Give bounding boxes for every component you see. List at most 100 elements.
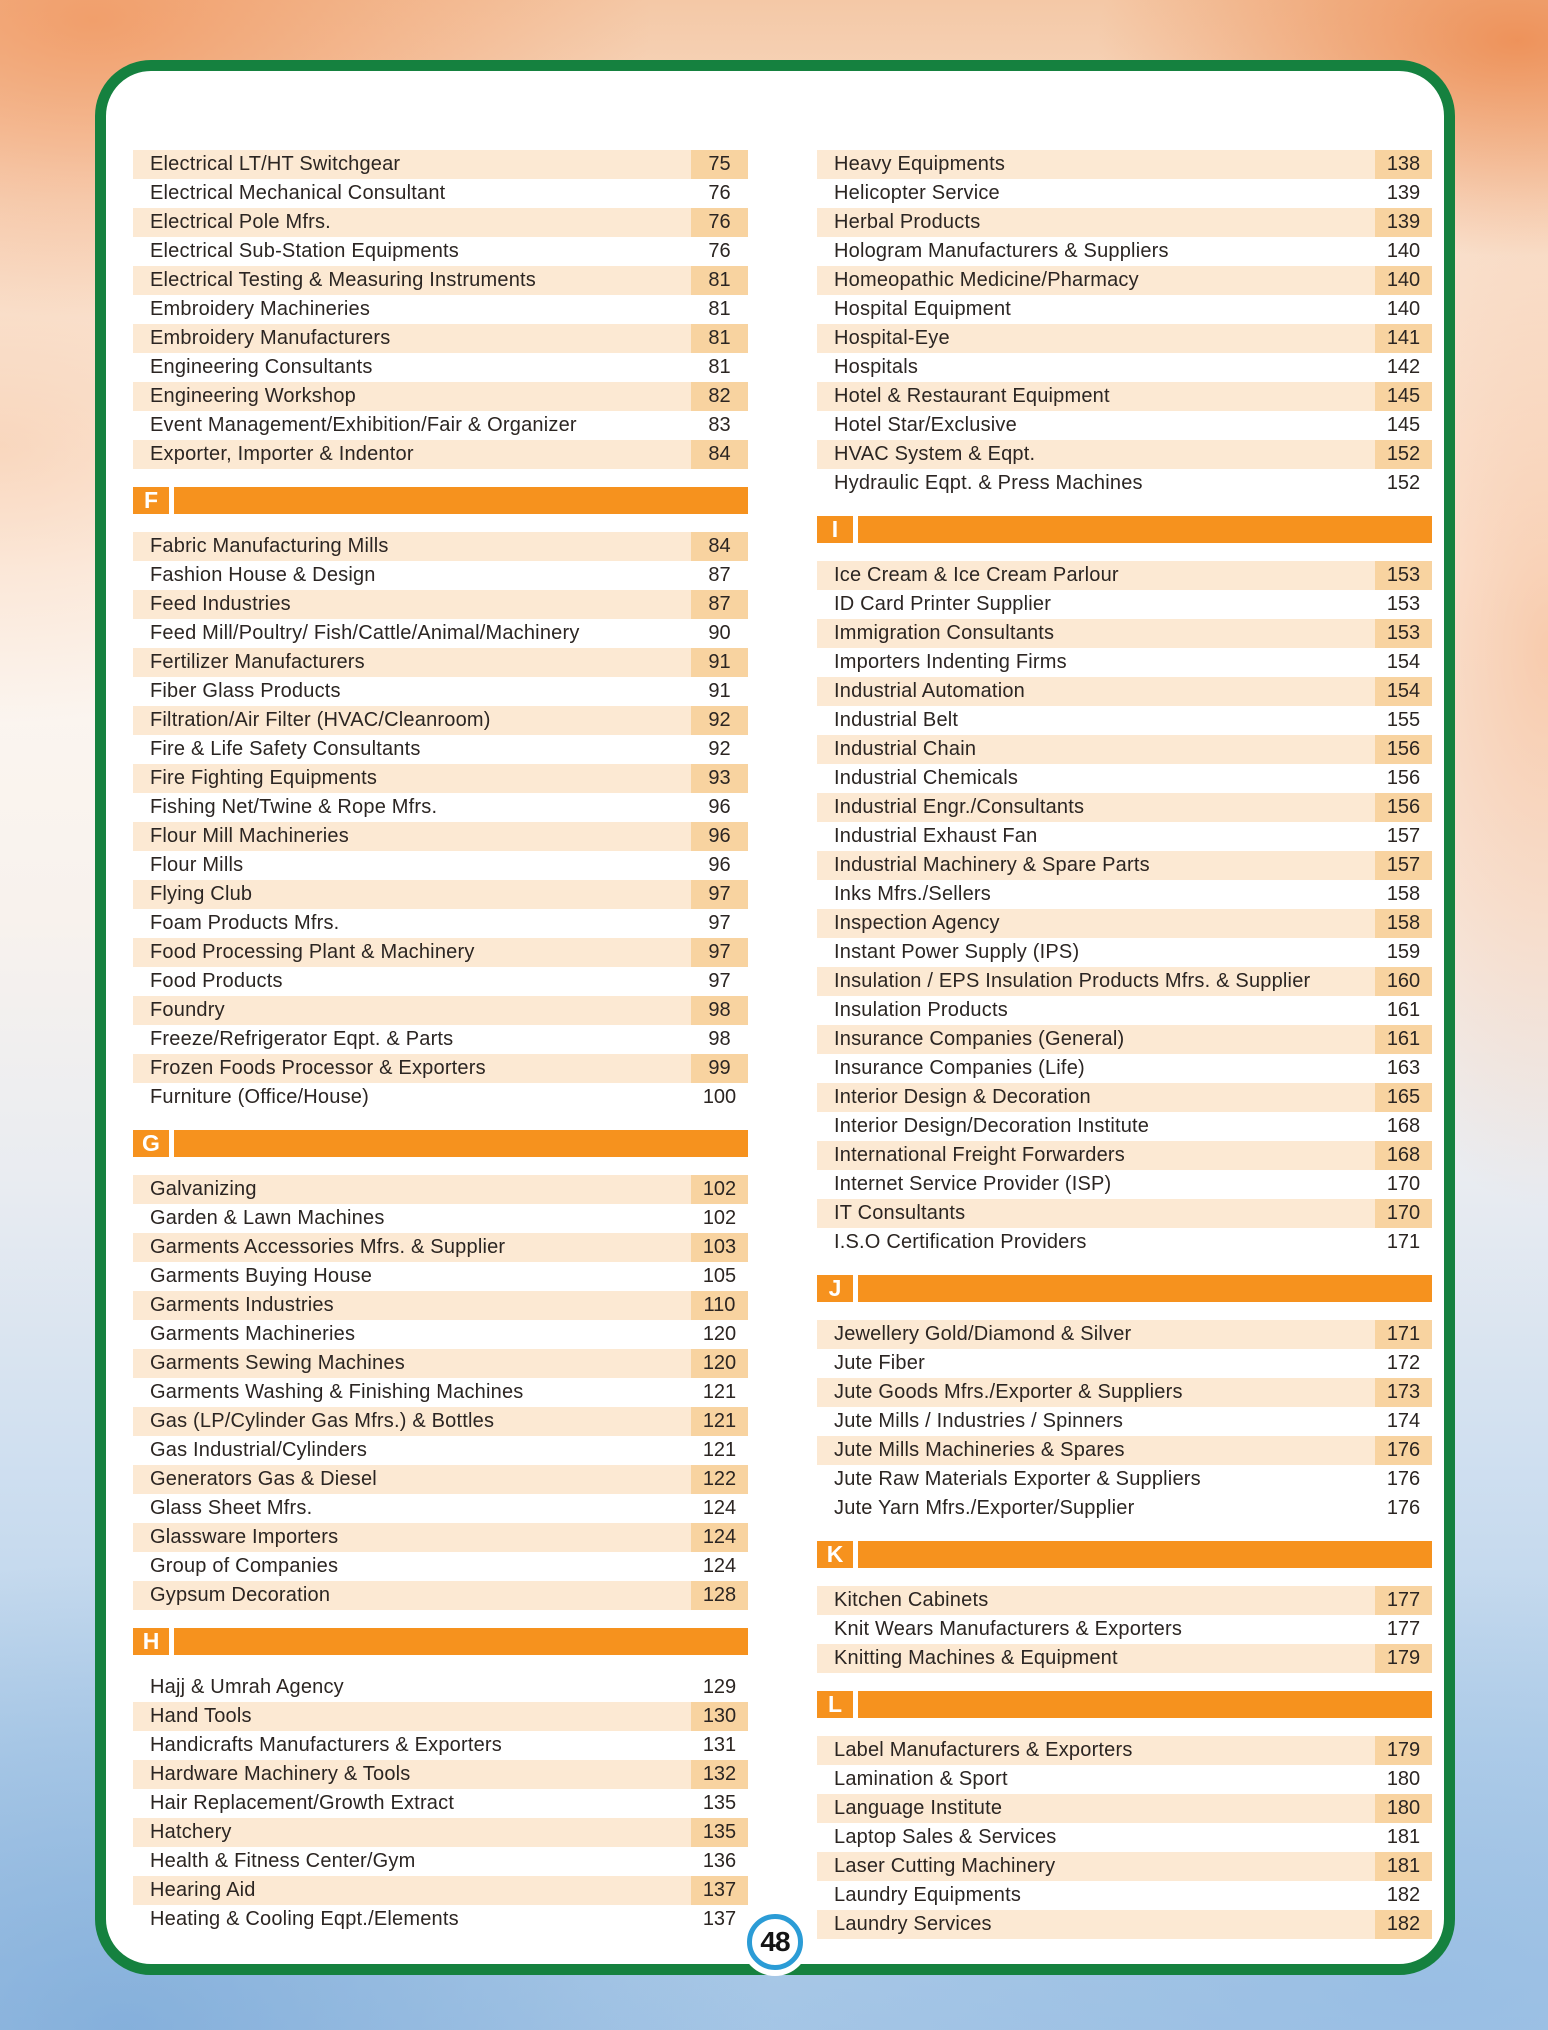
- index-row: Hair Replacement/Growth Extract 135: [133, 1789, 748, 1818]
- directory-card: Electrical LT/HT Switchgear 75 Electrical …: [95, 60, 1455, 1975]
- category-label: Garments Sewing Machines: [150, 1352, 405, 1374]
- category-label: Industrial Chemicals: [834, 767, 1019, 789]
- page-ref: 170: [1386, 1173, 1421, 1195]
- page-ref: 90: [708, 622, 731, 644]
- page-ref: 110: [691, 1291, 748, 1320]
- category-label: Industrial Engr./Consultants: [834, 796, 1085, 818]
- category-label: Industrial Belt: [834, 709, 959, 731]
- section-header-J: J: [817, 1275, 1432, 1302]
- index-row: Embroidery Machineries 81: [133, 295, 748, 324]
- index-row: Inks Mfrs./Sellers 158: [817, 880, 1432, 909]
- page-ref: 179: [1375, 1644, 1432, 1673]
- category-label: Hospital-Eye: [834, 327, 950, 349]
- category-label: Lamination & Sport: [834, 1768, 1008, 1790]
- page-ref: 176: [1386, 1497, 1421, 1519]
- category-label: Industrial Machinery & Spare Parts: [834, 854, 1150, 876]
- page-ref: 156: [1375, 735, 1432, 764]
- category-label: Feed Industries: [150, 593, 291, 615]
- category-label: Kitchen Cabinets: [834, 1589, 989, 1611]
- category-label: Jute Mills / Industries / Spinners: [834, 1410, 1124, 1432]
- index-row: Laser Cutting Machinery 181: [817, 1852, 1432, 1881]
- page-ref: 161: [1375, 1025, 1432, 1054]
- page-ref: 156: [1386, 767, 1421, 789]
- category-label: Embroidery Manufacturers: [150, 327, 391, 349]
- category-label: Electrical Mechanical Consultant: [150, 182, 446, 204]
- index-row: Heating & Cooling Eqpt./Elements 137: [133, 1905, 748, 1934]
- section-letter: K: [817, 1541, 858, 1568]
- category-label: Garments Industries: [150, 1294, 334, 1316]
- page-ref: 120: [691, 1349, 748, 1378]
- category-label: Filtration/Air Filter (HVAC/Cleanroom): [150, 709, 491, 731]
- page-ref: 181: [1386, 1826, 1421, 1848]
- page-ref: 176: [1386, 1468, 1421, 1490]
- index-row: Industrial Automation 154: [817, 677, 1432, 706]
- page-ref: 81: [691, 324, 748, 353]
- section-letter: I: [817, 516, 858, 543]
- page-ref: 158: [1386, 883, 1421, 905]
- page-ref: 81: [708, 356, 731, 378]
- index-row: Gas Industrial/Cylinders 121: [133, 1436, 748, 1465]
- index-row: Garden & Lawn Machines 102: [133, 1204, 748, 1233]
- category-label: Hotel Star/Exclusive: [834, 414, 1017, 436]
- index-row: Industrial Chain 156: [817, 735, 1432, 764]
- category-label: Jute Yarn Mfrs./Exporter/Supplier: [834, 1497, 1135, 1519]
- category-label: Gas (LP/Cylinder Gas Mfrs.) & Bottles: [150, 1410, 495, 1432]
- index-row: Hajj & Umrah Agency 129: [133, 1673, 748, 1702]
- page-ref: 137: [702, 1908, 737, 1930]
- page-ref: 84: [691, 532, 748, 561]
- index-row: HVAC System & Eqpt. 152: [817, 440, 1432, 469]
- index-row: Engineering Consultants 81: [133, 353, 748, 382]
- index-row: Insulation Products 161: [817, 996, 1432, 1025]
- category-label: Hatchery: [150, 1821, 232, 1843]
- category-label: Fire Fighting Equipments: [150, 767, 378, 789]
- page-ref: 154: [1386, 651, 1421, 673]
- category-label: Instant Power Supply (IPS): [834, 941, 1080, 963]
- category-label: Engineering Consultants: [150, 356, 373, 378]
- category-label: Hajj & Umrah Agency: [150, 1676, 344, 1698]
- category-label: Electrical LT/HT Switchgear: [150, 153, 401, 175]
- index-row: Hand Tools 130: [133, 1702, 748, 1731]
- index-row: Garments Buying House 105: [133, 1262, 748, 1291]
- category-label: Helicopter Service: [834, 182, 1000, 204]
- index-row: Homeopathic Medicine/Pharmacy 140: [817, 266, 1432, 295]
- category-label: Interior Design/Decoration Institute: [834, 1115, 1150, 1137]
- category-label: Ice Cream & Ice Cream Parlour: [834, 564, 1119, 586]
- category-label: HVAC System & Eqpt.: [834, 443, 1036, 465]
- index-row: Jute Mills Machineries & Spares 176: [817, 1436, 1432, 1465]
- page-ref: 97: [708, 912, 731, 934]
- category-label: Handicrafts Manufacturers & Exporters: [150, 1734, 502, 1756]
- index-row: Jute Raw Materials Exporter & Suppliers 1…: [817, 1465, 1432, 1494]
- page-ref: 171: [1375, 1320, 1432, 1349]
- page-ref: 76: [708, 182, 731, 204]
- index-row: Industrial Exhaust Fan 157: [817, 822, 1432, 851]
- index-column-left: Electrical LT/HT Switchgear 75 Electrical …: [133, 150, 748, 1964]
- index-row: Food Products 97: [133, 967, 748, 996]
- category-label: Garments Machineries: [150, 1323, 356, 1345]
- page-ref: 180: [1386, 1768, 1421, 1790]
- page-ref: 179: [1375, 1736, 1432, 1765]
- index-row: Hatchery 135: [133, 1818, 748, 1847]
- category-label: Galvanizing: [150, 1178, 257, 1200]
- page-ref: 96: [708, 854, 731, 876]
- page-ref: 182: [1386, 1884, 1421, 1906]
- index-row: Herbal Products 139: [817, 208, 1432, 237]
- section-bar: [174, 1130, 748, 1157]
- section-letter: J: [817, 1275, 858, 1302]
- category-label: Foundry: [150, 999, 225, 1021]
- category-label: Hospitals: [834, 356, 919, 378]
- index-row: Laundry Services 182: [817, 1910, 1432, 1939]
- index-row: Jewellery Gold/Diamond & Silver 171: [817, 1320, 1432, 1349]
- section-header-F: F: [133, 487, 748, 514]
- page-ref: 136: [702, 1850, 737, 1872]
- page-ref: 120: [702, 1323, 737, 1345]
- index-row: ID Card Printer Supplier 153: [817, 590, 1432, 619]
- index-row: Jute Fiber 172: [817, 1349, 1432, 1378]
- category-label: Industrial Exhaust Fan: [834, 825, 1038, 847]
- index-row: Hydraulic Eqpt. & Press Machines 152: [817, 469, 1432, 498]
- category-label: Jewellery Gold/Diamond & Silver: [834, 1323, 1132, 1345]
- index-row: Importers Indenting Firms 154: [817, 648, 1432, 677]
- page-ref: 91: [691, 648, 748, 677]
- index-row: Knit Wears Manufacturers & Exporters 177: [817, 1615, 1432, 1644]
- category-label: Glass Sheet Mfrs.: [150, 1497, 313, 1519]
- page-ref: 155: [1386, 709, 1421, 731]
